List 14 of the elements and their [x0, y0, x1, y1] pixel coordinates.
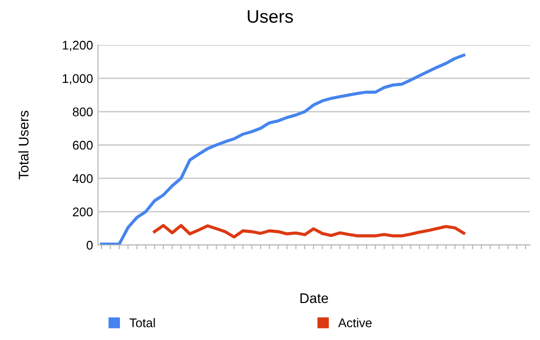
- y-tick-label: 400: [72, 174, 93, 183]
- y-tick-label: 200: [72, 207, 93, 216]
- y-tick-label: 1,200: [62, 40, 93, 52]
- x-axis-title: Date: [300, 293, 328, 304]
- y-tick-label: 800: [72, 107, 93, 116]
- line-series: [153, 224, 466, 239]
- y-axis-title: Total Users: [18, 110, 29, 180]
- y-tick-label: 1,000: [62, 74, 93, 84]
- y-tick-label: 0: [86, 240, 93, 250]
- line-series: [100, 54, 466, 245]
- y-tick-label: 600: [72, 140, 93, 150]
- legend-label: Total: [130, 318, 155, 328]
- chart-title: Users: [248, 10, 293, 23]
- legend-label: Active: [338, 318, 372, 328]
